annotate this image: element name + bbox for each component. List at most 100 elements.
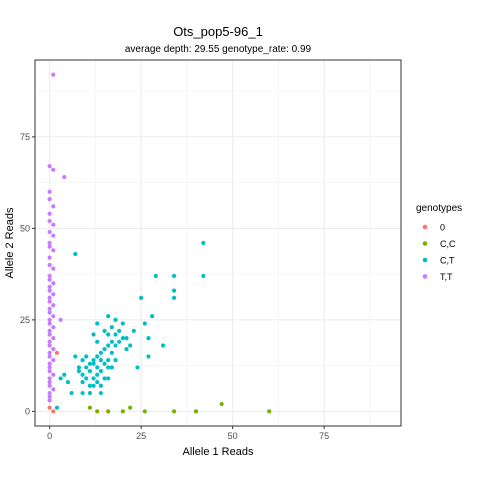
data-point [124, 336, 129, 341]
legend-title: genotypes [416, 203, 462, 214]
data-point [106, 409, 111, 414]
x-axis-title: Allele 1 Reads [183, 446, 254, 458]
data-point [109, 339, 114, 344]
plot-panel [34, 59, 402, 427]
data-point [117, 339, 122, 344]
x-tick-label: 50 [228, 431, 238, 441]
data-point [47, 398, 52, 403]
data-point [47, 361, 52, 366]
data-point [95, 372, 100, 377]
data-point [87, 405, 92, 410]
data-point [87, 361, 92, 366]
data-point [201, 273, 206, 279]
legend-label: T,T [440, 272, 453, 282]
data-point [47, 164, 52, 169]
y-tick-label: 75 [20, 132, 30, 142]
data-point [47, 288, 52, 293]
data-point [47, 218, 52, 224]
data-point [117, 328, 122, 333]
legend-key [422, 257, 428, 263]
data-point [146, 354, 151, 359]
data-point [267, 409, 272, 414]
data-point [171, 288, 177, 293]
data-point [87, 369, 92, 374]
y-axis-ticks: 0 25 50 75 [20, 132, 35, 416]
data-point [47, 211, 52, 216]
data-point [171, 273, 177, 279]
chart-title: Ots_pop5-96_1 [173, 24, 263, 39]
data-point [47, 321, 52, 326]
data-point [142, 409, 147, 414]
legend: genotypes 0 C,C C,T T,T [416, 203, 462, 282]
data-point [84, 365, 89, 370]
data-point [51, 266, 56, 271]
data-point [47, 295, 52, 300]
data-point [102, 347, 107, 352]
data-point [47, 284, 52, 290]
data-point [98, 390, 103, 396]
data-point [51, 233, 56, 238]
data-point [47, 273, 52, 279]
data-point [98, 350, 103, 355]
data-point [131, 328, 136, 333]
data-point [106, 365, 111, 370]
legend-label: C,T [440, 256, 455, 266]
data-point [51, 204, 56, 209]
data-point [47, 189, 52, 194]
data-point [95, 365, 100, 370]
data-point [54, 350, 60, 355]
data-point [73, 354, 78, 359]
data-point [153, 273, 158, 279]
x-axis-ticks: 0 25 50 75 [47, 426, 329, 441]
data-point [51, 409, 56, 414]
data-point [47, 317, 52, 322]
data-point [76, 365, 82, 370]
data-point [95, 321, 100, 326]
data-point [106, 332, 111, 337]
legend-label: C,C [440, 239, 456, 249]
x-tick-label: 25 [136, 431, 146, 441]
x-tick-label: 75 [319, 431, 329, 441]
plot-border [34, 59, 402, 427]
data-point [120, 336, 125, 341]
data-point [65, 379, 71, 385]
data-point [54, 405, 60, 410]
data-point [47, 255, 52, 260]
data-point [47, 306, 52, 311]
data-point [91, 361, 96, 366]
data-point [51, 281, 56, 286]
data-point [106, 343, 111, 348]
data-point [69, 390, 74, 396]
data-point [51, 248, 56, 253]
data-point [73, 251, 78, 257]
data-point [51, 325, 56, 330]
data-point [193, 409, 199, 414]
data-point [51, 72, 56, 77]
data-point [98, 369, 103, 374]
data-point [47, 277, 52, 282]
data-point [47, 394, 52, 399]
data-point [150, 314, 155, 319]
data-point [91, 332, 96, 337]
data-point [113, 343, 118, 348]
y-tick-label: 50 [20, 223, 30, 233]
data-point [51, 314, 56, 319]
data-point [113, 317, 118, 322]
data-point [106, 376, 111, 381]
data-point [109, 350, 114, 355]
data-point [95, 409, 100, 414]
data-point [47, 229, 52, 235]
y-tick-label: 0 [25, 406, 30, 416]
data-point [51, 347, 56, 352]
data-point [62, 175, 67, 180]
data-point [47, 240, 52, 246]
data-point [109, 365, 114, 370]
data-point [47, 350, 52, 355]
data-point [106, 358, 111, 363]
data-point [171, 295, 177, 300]
data-point [161, 343, 166, 348]
data-point [120, 409, 125, 414]
data-point [47, 299, 52, 304]
data-point [47, 332, 52, 337]
